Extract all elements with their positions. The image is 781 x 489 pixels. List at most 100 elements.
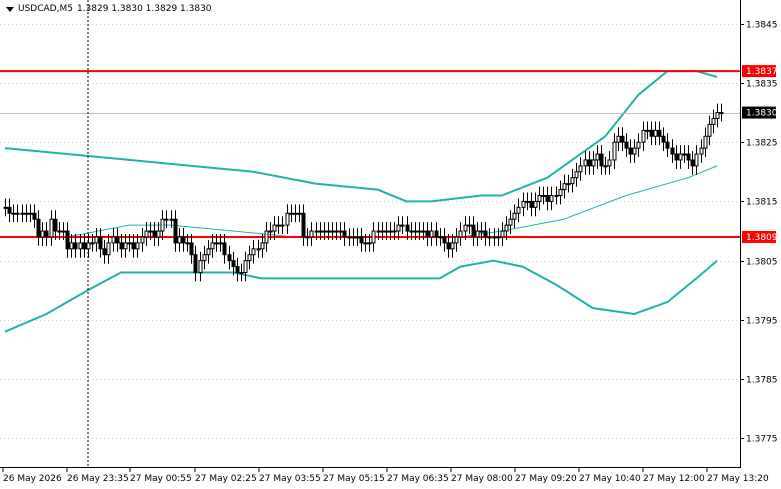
candle-body <box>131 242 136 250</box>
candle-body <box>396 224 401 232</box>
x-tick-label: 27 May 05:15 <box>323 474 385 484</box>
candle-body <box>193 254 198 274</box>
candle-body <box>529 200 534 208</box>
candle-body <box>376 230 381 233</box>
candle-body <box>583 159 588 167</box>
candle-body <box>715 112 720 119</box>
candle-body <box>591 159 596 167</box>
candle-body <box>334 230 339 233</box>
candle-body <box>202 254 207 262</box>
candle-body <box>235 266 240 274</box>
candle-body <box>11 212 16 215</box>
candle-body <box>541 194 546 197</box>
candle-body <box>268 230 273 233</box>
candle-body <box>384 230 389 233</box>
candle-body <box>148 230 153 233</box>
candle-body <box>665 141 670 149</box>
candle-body <box>405 224 410 232</box>
candle-body <box>574 171 579 179</box>
candle-body <box>309 230 314 238</box>
chart-header: USDCAD,M5 1.3829 1.3830 1.3829 1.3830 <box>6 4 212 14</box>
candle-body <box>678 153 683 161</box>
candle-body <box>293 212 298 215</box>
x-tick-label: 27 May 10:40 <box>579 474 641 484</box>
candle-body <box>210 242 215 250</box>
symbol-timeframe: USDCAD,M5 <box>18 4 73 14</box>
candle-body <box>272 224 277 232</box>
candle-body <box>206 248 211 256</box>
dropdown-triangle-icon[interactable] <box>6 6 14 12</box>
candle-body <box>388 230 393 233</box>
candle-body <box>363 242 368 245</box>
candle-body <box>78 242 83 250</box>
candle-body <box>69 242 74 250</box>
candle-body <box>86 242 91 250</box>
candle-body <box>380 230 385 233</box>
candle-body <box>7 206 12 214</box>
y-tick-label: 1.3835 <box>746 80 778 90</box>
x-tick-label: 27 May 00:55 <box>130 474 192 484</box>
candle-body <box>587 159 592 167</box>
candle-body <box>400 224 405 227</box>
candle-body <box>500 230 505 238</box>
candle-body <box>359 236 364 244</box>
candle-body <box>707 123 712 137</box>
candle-body <box>367 242 372 245</box>
candle-body <box>492 236 497 239</box>
candle-body <box>699 147 704 155</box>
candle-body <box>686 153 691 161</box>
candle-body <box>227 254 232 262</box>
x-tick-label: 26 May 2026 <box>3 474 62 484</box>
candle-body <box>661 135 666 143</box>
candle-body <box>636 141 641 149</box>
candle-body <box>15 212 20 215</box>
candle-body <box>322 230 327 233</box>
candle-body <box>144 230 149 238</box>
candle-body <box>471 224 476 238</box>
candles <box>3 103 724 282</box>
candle-body <box>483 230 488 238</box>
candle-body <box>119 242 124 250</box>
candle-body <box>413 230 418 233</box>
candle-body <box>670 147 675 155</box>
candle-body <box>434 230 439 238</box>
candle-body <box>214 242 219 245</box>
candle-body <box>239 272 244 275</box>
candle-body <box>123 242 128 250</box>
candle-body <box>475 230 480 238</box>
candle-body <box>90 242 95 245</box>
candle-body <box>152 230 157 238</box>
candle-body <box>156 230 161 238</box>
candle-body <box>347 236 352 239</box>
candle-body <box>264 230 269 244</box>
candle-body <box>578 165 583 173</box>
candle-body <box>256 248 261 251</box>
candle-body <box>20 212 25 215</box>
candle-body <box>115 236 120 244</box>
candle-body <box>371 230 376 244</box>
x-tick-label: 27 May 12:00 <box>643 474 705 484</box>
candle-body <box>624 141 629 149</box>
price-level-labels: 1.3837 1.3809 1.3830 <box>742 65 778 243</box>
candle-body <box>65 230 70 250</box>
candle-body <box>562 183 567 191</box>
candle-body <box>301 212 306 238</box>
candle-body <box>703 135 708 149</box>
y-tick-label: 1.3845 <box>746 21 778 31</box>
candle-body <box>314 230 319 233</box>
candle-body <box>392 230 397 233</box>
candle-body <box>496 236 501 239</box>
candle-body <box>525 200 530 203</box>
candle-body <box>616 135 621 143</box>
candle-body <box>61 230 66 233</box>
current-price-label-text: 1.3830 <box>746 109 778 119</box>
candle-body <box>57 230 62 233</box>
candle-body <box>326 230 331 233</box>
candle-body <box>40 230 45 238</box>
candle-body <box>467 224 472 227</box>
candle-body <box>521 200 526 208</box>
candle-body <box>280 224 285 227</box>
candle-body <box>628 147 633 155</box>
candle-body <box>351 236 356 239</box>
x-tick-label: 27 May 13:20 <box>707 474 769 484</box>
